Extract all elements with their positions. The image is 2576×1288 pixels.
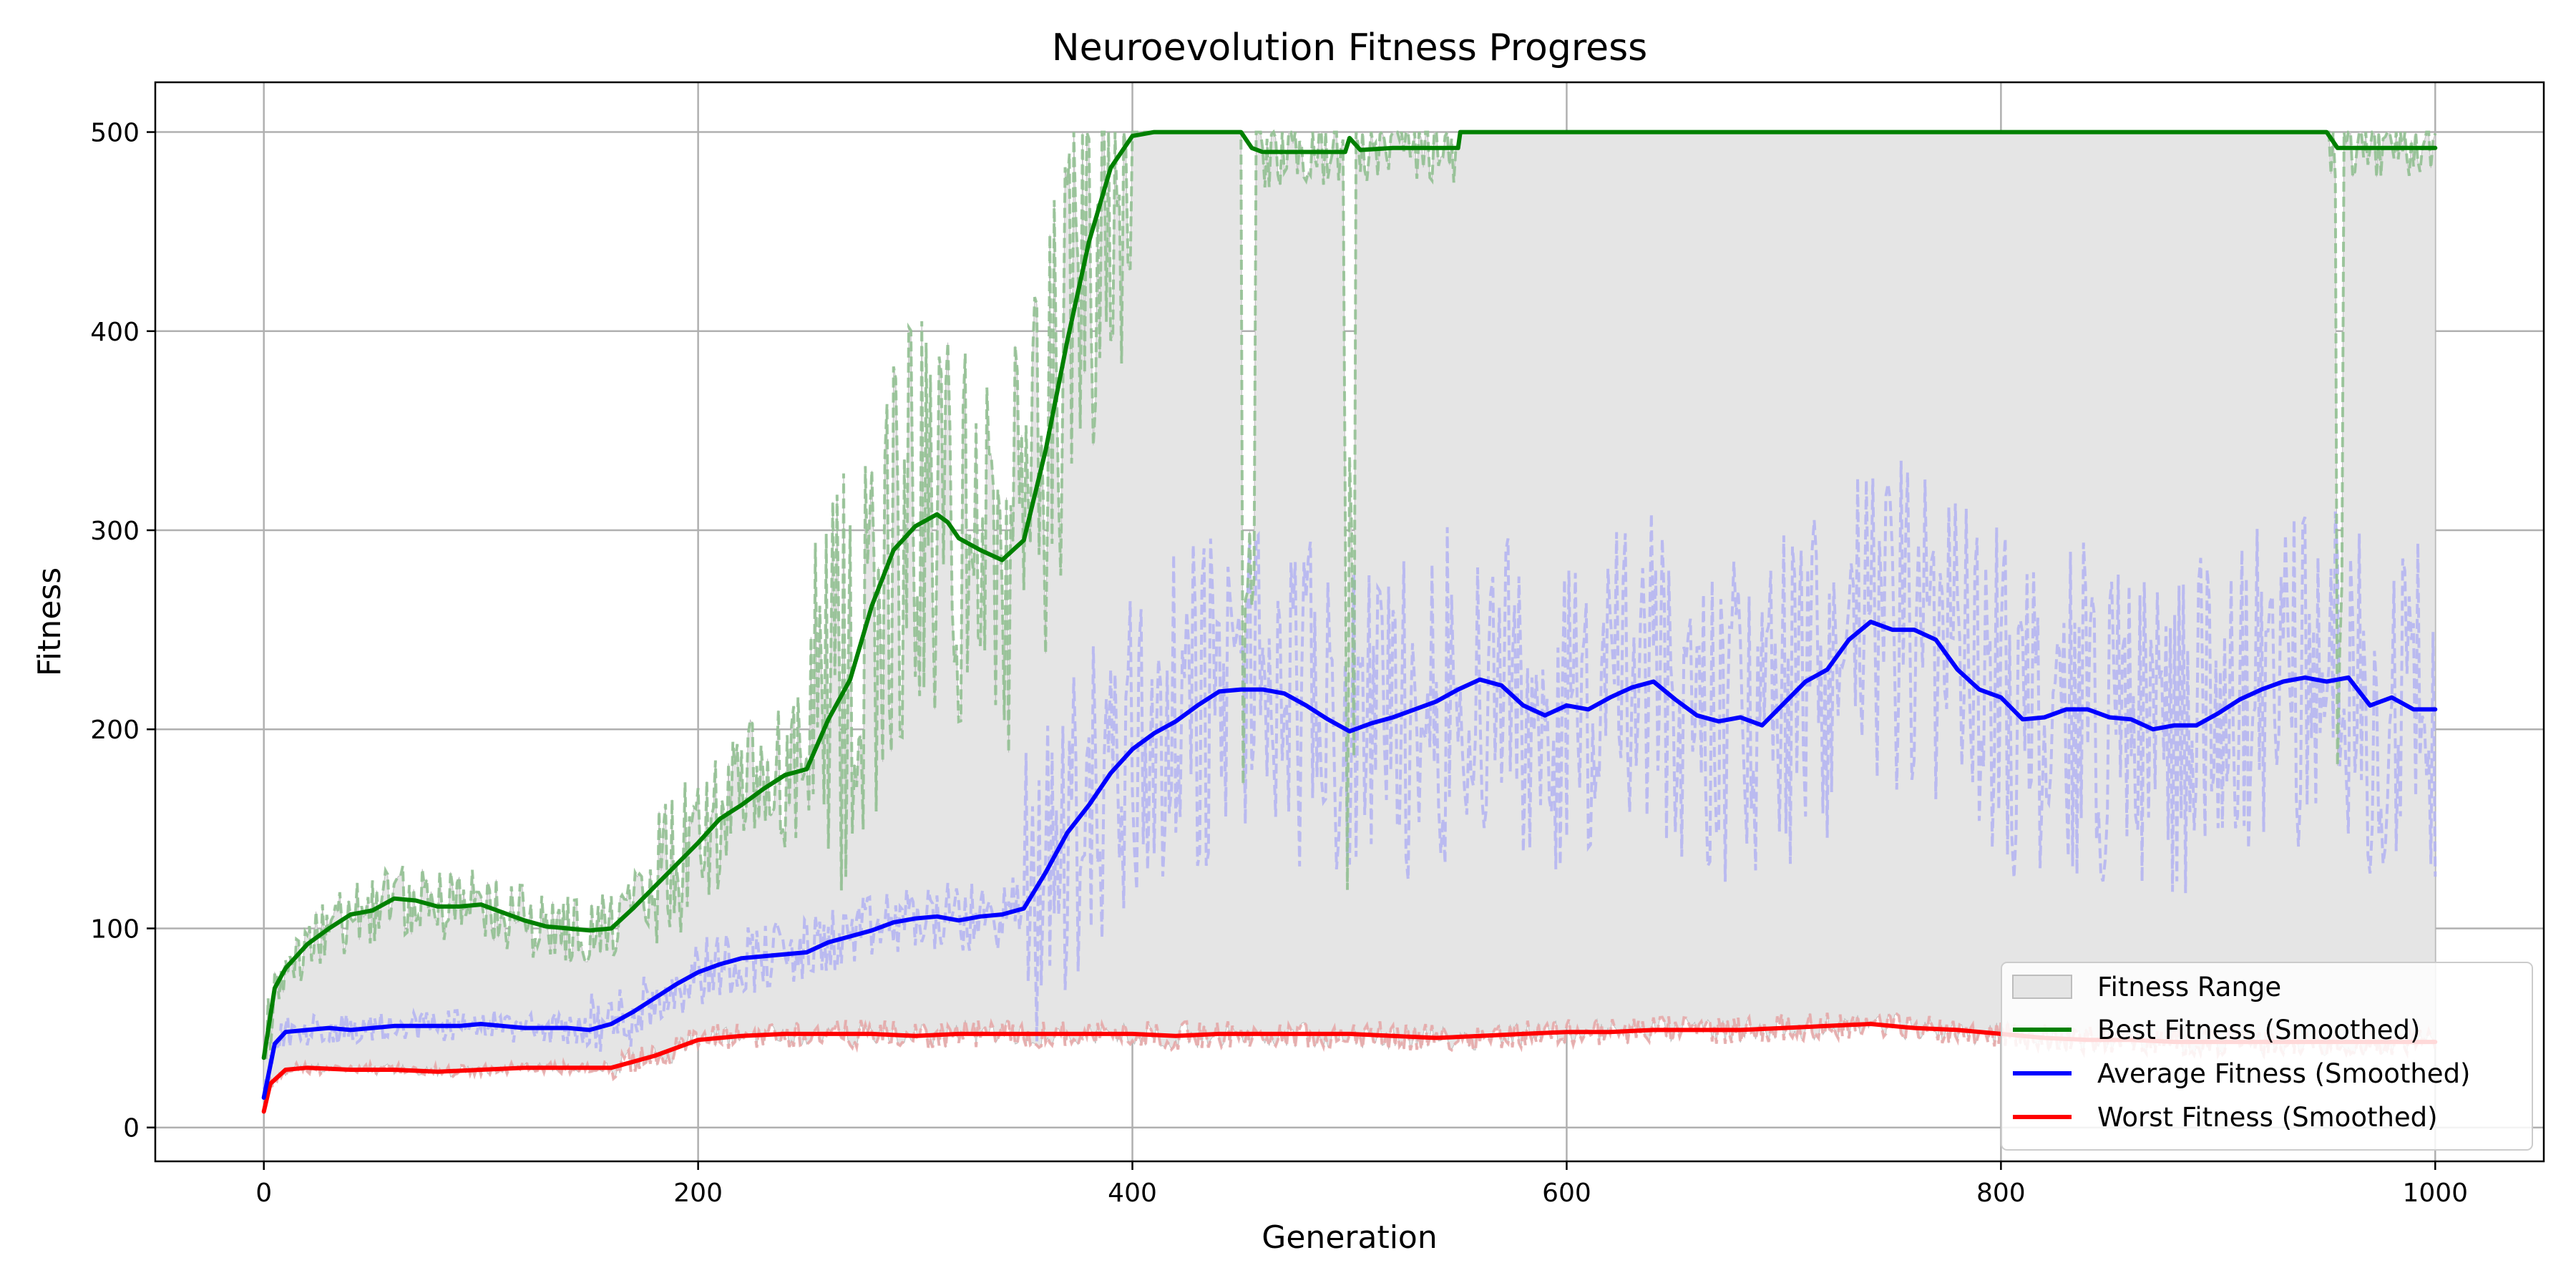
y-axis-label: Fitness xyxy=(31,567,68,676)
chart-title: Neuroevolution Fitness Progress xyxy=(1052,26,1648,69)
legend: Fitness Range Best Fitness (Smoothed) Av… xyxy=(2001,962,2533,1151)
average-fitness-smoothed-line xyxy=(261,620,2438,1100)
y-tick-label: 200 xyxy=(90,716,140,745)
legend-box xyxy=(2001,962,2533,1151)
x-tick-label: 1000 xyxy=(2402,1179,2468,1208)
best-fitness-smoothed-line xyxy=(261,130,2438,1060)
x-tick-label: 200 xyxy=(673,1179,723,1208)
legend-label-best: Best Fitness (Smoothed) xyxy=(2097,1015,2420,1045)
average-fitness-raw-line xyxy=(262,460,2437,1090)
x-tick-label: 400 xyxy=(1108,1179,1157,1208)
y-tick-label: 100 xyxy=(90,914,140,944)
y-tick-label: 300 xyxy=(90,517,140,546)
x-tick-label: 0 xyxy=(255,1179,272,1208)
x-axis-label: Generation xyxy=(1262,1219,1437,1256)
x-tick-label: 800 xyxy=(1976,1179,2026,1208)
legend-swatch-range xyxy=(2012,975,2072,999)
tick-layer: 0 200 400 600 800 1000 0 100 200 300 400 500 xyxy=(90,119,2468,1208)
y-tick-label: 0 xyxy=(123,1114,140,1143)
y-tick-label: 400 xyxy=(90,318,140,347)
legend-label-average: Average Fitness (Smoothed) xyxy=(2097,1058,2471,1089)
plot-frame xyxy=(154,81,2545,1163)
x-tick-label: 600 xyxy=(1542,1179,1591,1208)
legend-label-worst: Worst Fitness (Smoothed) xyxy=(2097,1102,2438,1133)
y-tick-label: 500 xyxy=(90,119,140,148)
legend-label-range: Fitness Range xyxy=(2097,972,2281,1002)
